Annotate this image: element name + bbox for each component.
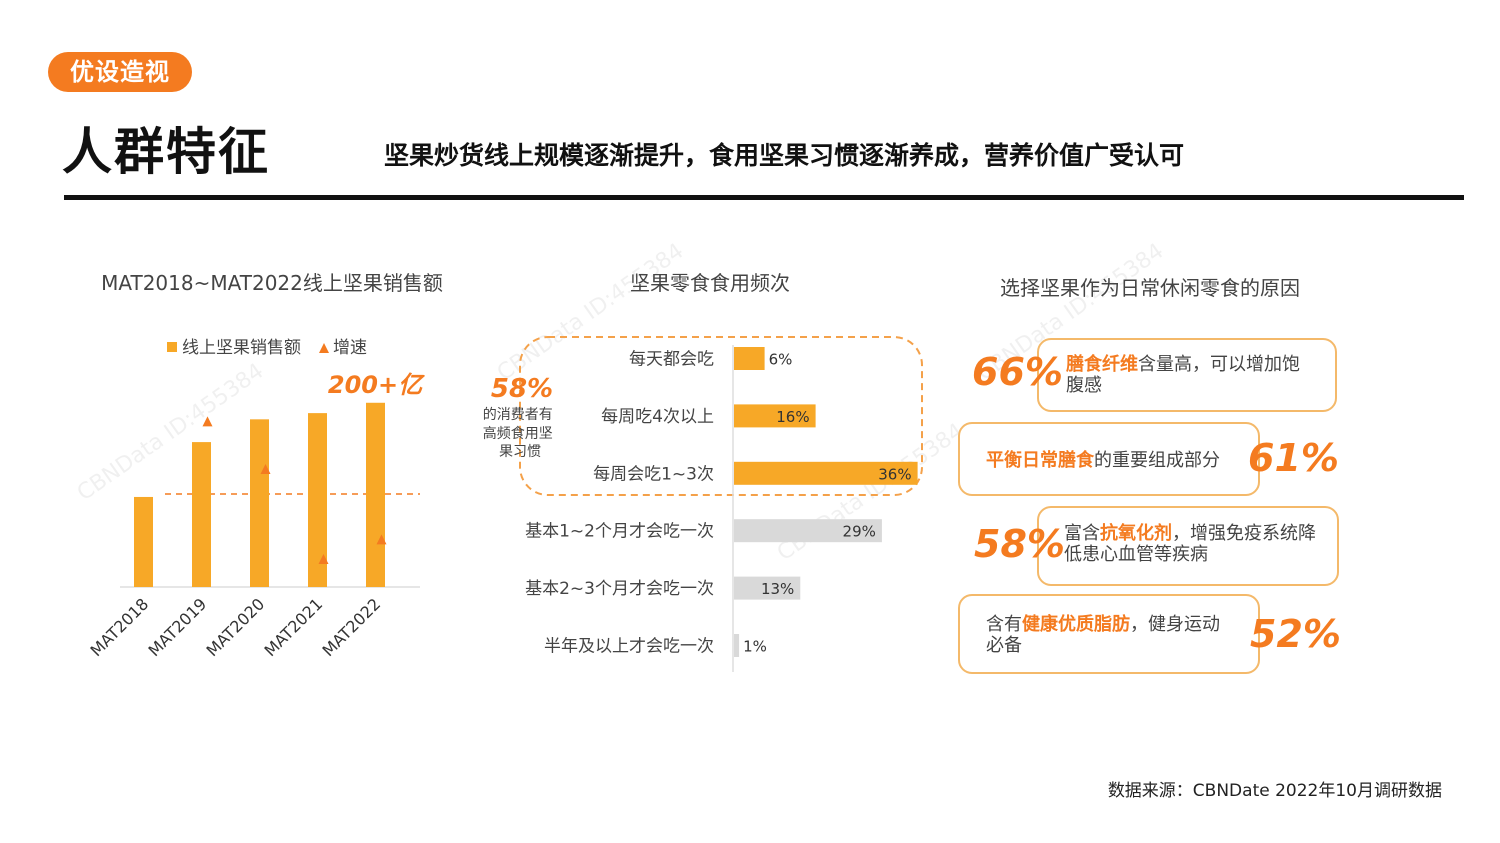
freq-category-label: 基本1~2个月才会吃一次 [525, 522, 714, 542]
reason-text-2: 平衡日常膳食的重要组成部分 [986, 450, 1236, 471]
sales-bar [250, 419, 269, 587]
brand-logo: 优设造视 [48, 52, 192, 92]
freq-category-label: 半年及以上才会吃一次 [544, 637, 714, 657]
sales-bar [192, 442, 211, 587]
freq-category-label: 每周吃4次以上 [601, 407, 714, 427]
growth-marker [318, 554, 329, 565]
legend-sales: 线上坚果销售额 [182, 338, 301, 358]
growth-marker [202, 416, 213, 427]
freq-bar [734, 576, 801, 600]
freq-value-label: 6% [769, 351, 793, 369]
freq-bar [734, 519, 882, 543]
callout-text: 的消费者有 高频食用坚 果习惯 [483, 407, 557, 460]
x-tick-label: MAT2019 [145, 594, 211, 660]
growth-marker [260, 464, 271, 475]
reason-body-1: 含量高，可以增加饱腹感 [1066, 354, 1300, 396]
sales-bar [308, 413, 327, 587]
freq-chart-title: 坚果零食食用频次 [630, 271, 790, 295]
legend-triangle-icon [319, 343, 329, 353]
sales-bar [366, 402, 385, 587]
x-tick-label: MAT2022 [319, 594, 385, 660]
reason-pct-2: 61% [1248, 436, 1339, 480]
reason-body-3: ，增强免疫系统降低患心血管等疾病 [1064, 523, 1316, 565]
high-frequency-group [519, 336, 923, 496]
reason-body-4: ，健身运动必备 [986, 614, 1220, 656]
reason-body-2: 的重要组成部分 [1094, 450, 1220, 471]
reason-pct-4: 52% [1250, 612, 1341, 656]
freq-value-label: 1% [743, 638, 767, 656]
reasons-title: 选择坚果作为日常休闲零食的原因 [1000, 276, 1300, 300]
reason-card-1 [1037, 338, 1337, 412]
reason-highlight-4: 健康优质脂肪 [1022, 614, 1130, 635]
legend-growth: 增速 [333, 338, 367, 358]
reason-pct-3: 58% [974, 522, 1065, 566]
reason-text-3: 富含抗氧化剂，增强免疫系统降低患心血管等疾病 [1064, 523, 1319, 565]
freq-bar [734, 347, 765, 370]
freq-value-label: 16% [776, 408, 809, 426]
freq-category-label: 每天都会吃 [629, 350, 714, 370]
reason-card-3 [1037, 506, 1339, 586]
freq-value-label: 13% [761, 580, 794, 598]
reason-highlight-1: 膳食纤维 [1066, 354, 1138, 375]
x-tick-label: MAT2021 [261, 594, 327, 660]
reason-card-2 [958, 422, 1260, 496]
data-source: 数据来源：CBNDate 2022年10月调研数据 [1107, 781, 1442, 801]
page-title: 人群特征 [62, 123, 270, 181]
freq-value-label: 36% [878, 465, 911, 483]
page-subtitle: 坚果炒货线上规模逐渐提升，食用坚果习惯逐渐养成，营养价值广受认可 [384, 141, 1185, 170]
reason-text-1: 膳食纤维含量高，可以增加饱腹感 [1066, 354, 1316, 396]
reason-pre-3: 富含 [1064, 523, 1100, 544]
sales-annotation: 200+亿 [328, 371, 425, 399]
growth-marker [376, 534, 387, 545]
reason-highlight-2: 平衡日常膳食 [986, 450, 1094, 471]
reason-highlight-3: 抗氧化剂 [1100, 523, 1172, 544]
callout-pct: 58% [491, 374, 553, 404]
bar-chart-title: MAT2018~MAT2022线上坚果销售额 [101, 271, 443, 295]
legend-bar-icon [167, 342, 177, 352]
freq-category-label: 每周会吃1~3次 [593, 464, 714, 484]
reason-pct-1: 66% [972, 350, 1063, 394]
header-divider [64, 195, 1464, 200]
reason-text-4: 含有健康优质脂肪，健身运动必备 [986, 614, 1224, 656]
reason-card-4 [958, 594, 1260, 674]
x-tick-label: MAT2018 [87, 594, 153, 660]
freq-category-label: 基本2~3个月才会吃一次 [525, 579, 714, 599]
freq-value-label: 29% [843, 523, 876, 541]
freq-bar [734, 461, 918, 485]
sales-bar [134, 496, 153, 587]
freq-bar [734, 634, 740, 657]
freq-bar [734, 404, 816, 428]
reason-pre-4: 含有 [986, 614, 1022, 635]
x-tick-label: MAT2020 [203, 594, 269, 660]
